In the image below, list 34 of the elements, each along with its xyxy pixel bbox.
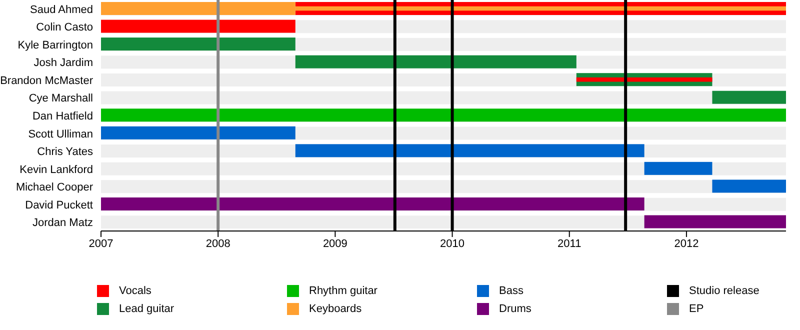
bar	[644, 162, 712, 175]
legend-label: Keyboards	[309, 303, 362, 315]
x-tick-label: 2012	[674, 238, 699, 250]
x-tick-label: 2010	[440, 238, 465, 250]
bar	[101, 20, 296, 33]
y-tick-label: Jordan Matz	[32, 217, 93, 230]
y-tick-label: Josh Jardim	[34, 57, 93, 70]
bar	[644, 215, 786, 228]
y-tick-label: Scott Ulliman	[28, 128, 93, 140]
y-tick-label: Colin Casto	[36, 22, 93, 34]
y-tick-label: Dan Hatfield	[32, 110, 93, 122]
x-tick-label: 2008	[206, 238, 230, 250]
y-tick-label: Saud Ahmed	[30, 4, 93, 16]
y-tick-label: Brandon McMaster	[0, 74, 94, 87]
y-tick-label: Chris Yates	[37, 146, 94, 158]
legend-label: Drums	[499, 303, 532, 315]
y-tick-label: Kyle Barrington	[18, 39, 93, 52]
y-tick-label: Cye Marshall	[28, 92, 93, 105]
legend-label: Vocals	[119, 285, 152, 297]
bar	[101, 126, 296, 140]
legend-label: Rhythm guitar	[309, 285, 378, 297]
x-tick-label: 2011	[558, 238, 582, 250]
legend-label: Bass	[499, 285, 524, 297]
legend-label: Studio release	[689, 285, 760, 297]
x-tick-label: 2007	[88, 238, 114, 250]
legend-label: Lead guitar	[119, 303, 174, 315]
y-tick-label: Michael Cooper	[16, 182, 94, 194]
x-tick-label: 2009	[322, 238, 348, 250]
bar	[101, 38, 296, 51]
y-tick-label: David Puckett	[25, 199, 93, 212]
bar	[712, 180, 786, 193]
y-tick-label: Kevin Lankford	[20, 164, 93, 176]
bar	[712, 90, 786, 104]
legend-label: EP	[689, 303, 704, 315]
